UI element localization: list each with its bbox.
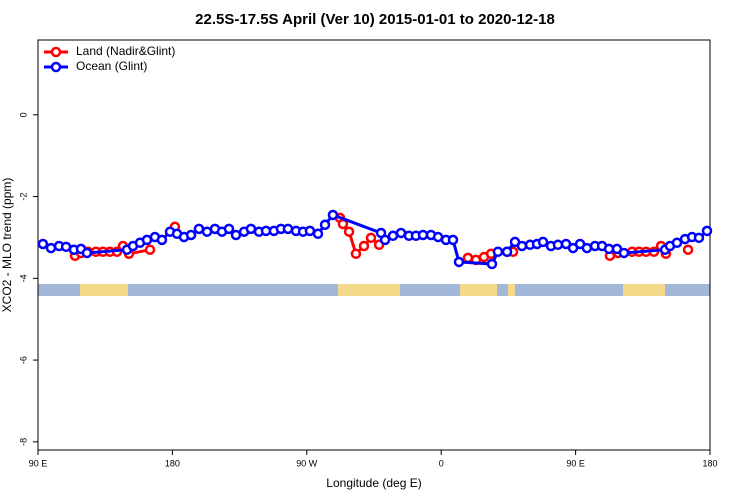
- data-point: [245, 223, 257, 235]
- data-point: [304, 225, 316, 237]
- data-point: [618, 247, 630, 259]
- data-point: [327, 209, 339, 221]
- land-band: [460, 284, 497, 296]
- y-tick-label: -2: [18, 193, 28, 201]
- data-point: [693, 232, 705, 244]
- data-point: [37, 238, 49, 250]
- data-point: [671, 237, 683, 249]
- data-point: [447, 234, 459, 246]
- data-point: [350, 248, 362, 260]
- x-tick-label: 90 E: [29, 458, 48, 468]
- map-strip: [38, 284, 710, 296]
- x-tick-label: 180: [165, 458, 180, 468]
- data-point: [193, 223, 205, 235]
- data-point: [492, 246, 504, 257]
- data-point: [223, 223, 235, 235]
- data-point: [312, 228, 324, 240]
- data-point: [81, 247, 93, 259]
- legend-label: Land (Nadir&Glint): [76, 44, 175, 58]
- data-point: [516, 240, 528, 252]
- y-tick-label: 0: [18, 112, 28, 117]
- x-axis-label: Longitude (deg E): [326, 476, 421, 490]
- data-point: [282, 223, 294, 235]
- data-point: [185, 229, 197, 241]
- x-tick-label: 90 W: [296, 458, 318, 468]
- data-point: [365, 232, 377, 244]
- data-point: [453, 256, 465, 268]
- data-point: [343, 226, 355, 237]
- land-band: [338, 284, 400, 296]
- y-tick-label: -8: [18, 438, 28, 446]
- data-point: [682, 244, 694, 255]
- data-point: [387, 230, 399, 242]
- data-point: [701, 225, 713, 237]
- legend-marker: [50, 46, 62, 58]
- data-point: [230, 229, 242, 241]
- y-tick-label: -4: [18, 274, 28, 282]
- data-point: [144, 244, 156, 255]
- land-band: [80, 284, 128, 296]
- data-point: [156, 234, 168, 246]
- x-tick-label: 0: [439, 458, 444, 468]
- y-tick-label: -6: [18, 356, 28, 364]
- data-point: [45, 242, 57, 254]
- data-point: [462, 252, 474, 264]
- x-tick-label: 90 E: [566, 458, 585, 468]
- data-point: [379, 234, 391, 246]
- data-point: [358, 240, 370, 252]
- chart-title: 22.5S-17.5S April (Ver 10) 2015-01-01 to…: [195, 11, 555, 28]
- y-axis-label: XCO2 - MLO trend (ppm): [0, 178, 14, 313]
- data-point: [501, 246, 513, 257]
- land-band: [623, 284, 665, 296]
- land-band: [508, 284, 515, 296]
- data-point: [581, 242, 593, 254]
- data-point: [552, 239, 564, 251]
- data-point: [417, 229, 429, 241]
- legend-label: Ocean (Glint): [76, 59, 147, 73]
- data-point: [319, 219, 331, 231]
- x-tick-label: 180: [702, 458, 717, 468]
- data-point: [486, 258, 498, 270]
- legend-marker: [50, 61, 62, 73]
- data-point: [537, 236, 549, 248]
